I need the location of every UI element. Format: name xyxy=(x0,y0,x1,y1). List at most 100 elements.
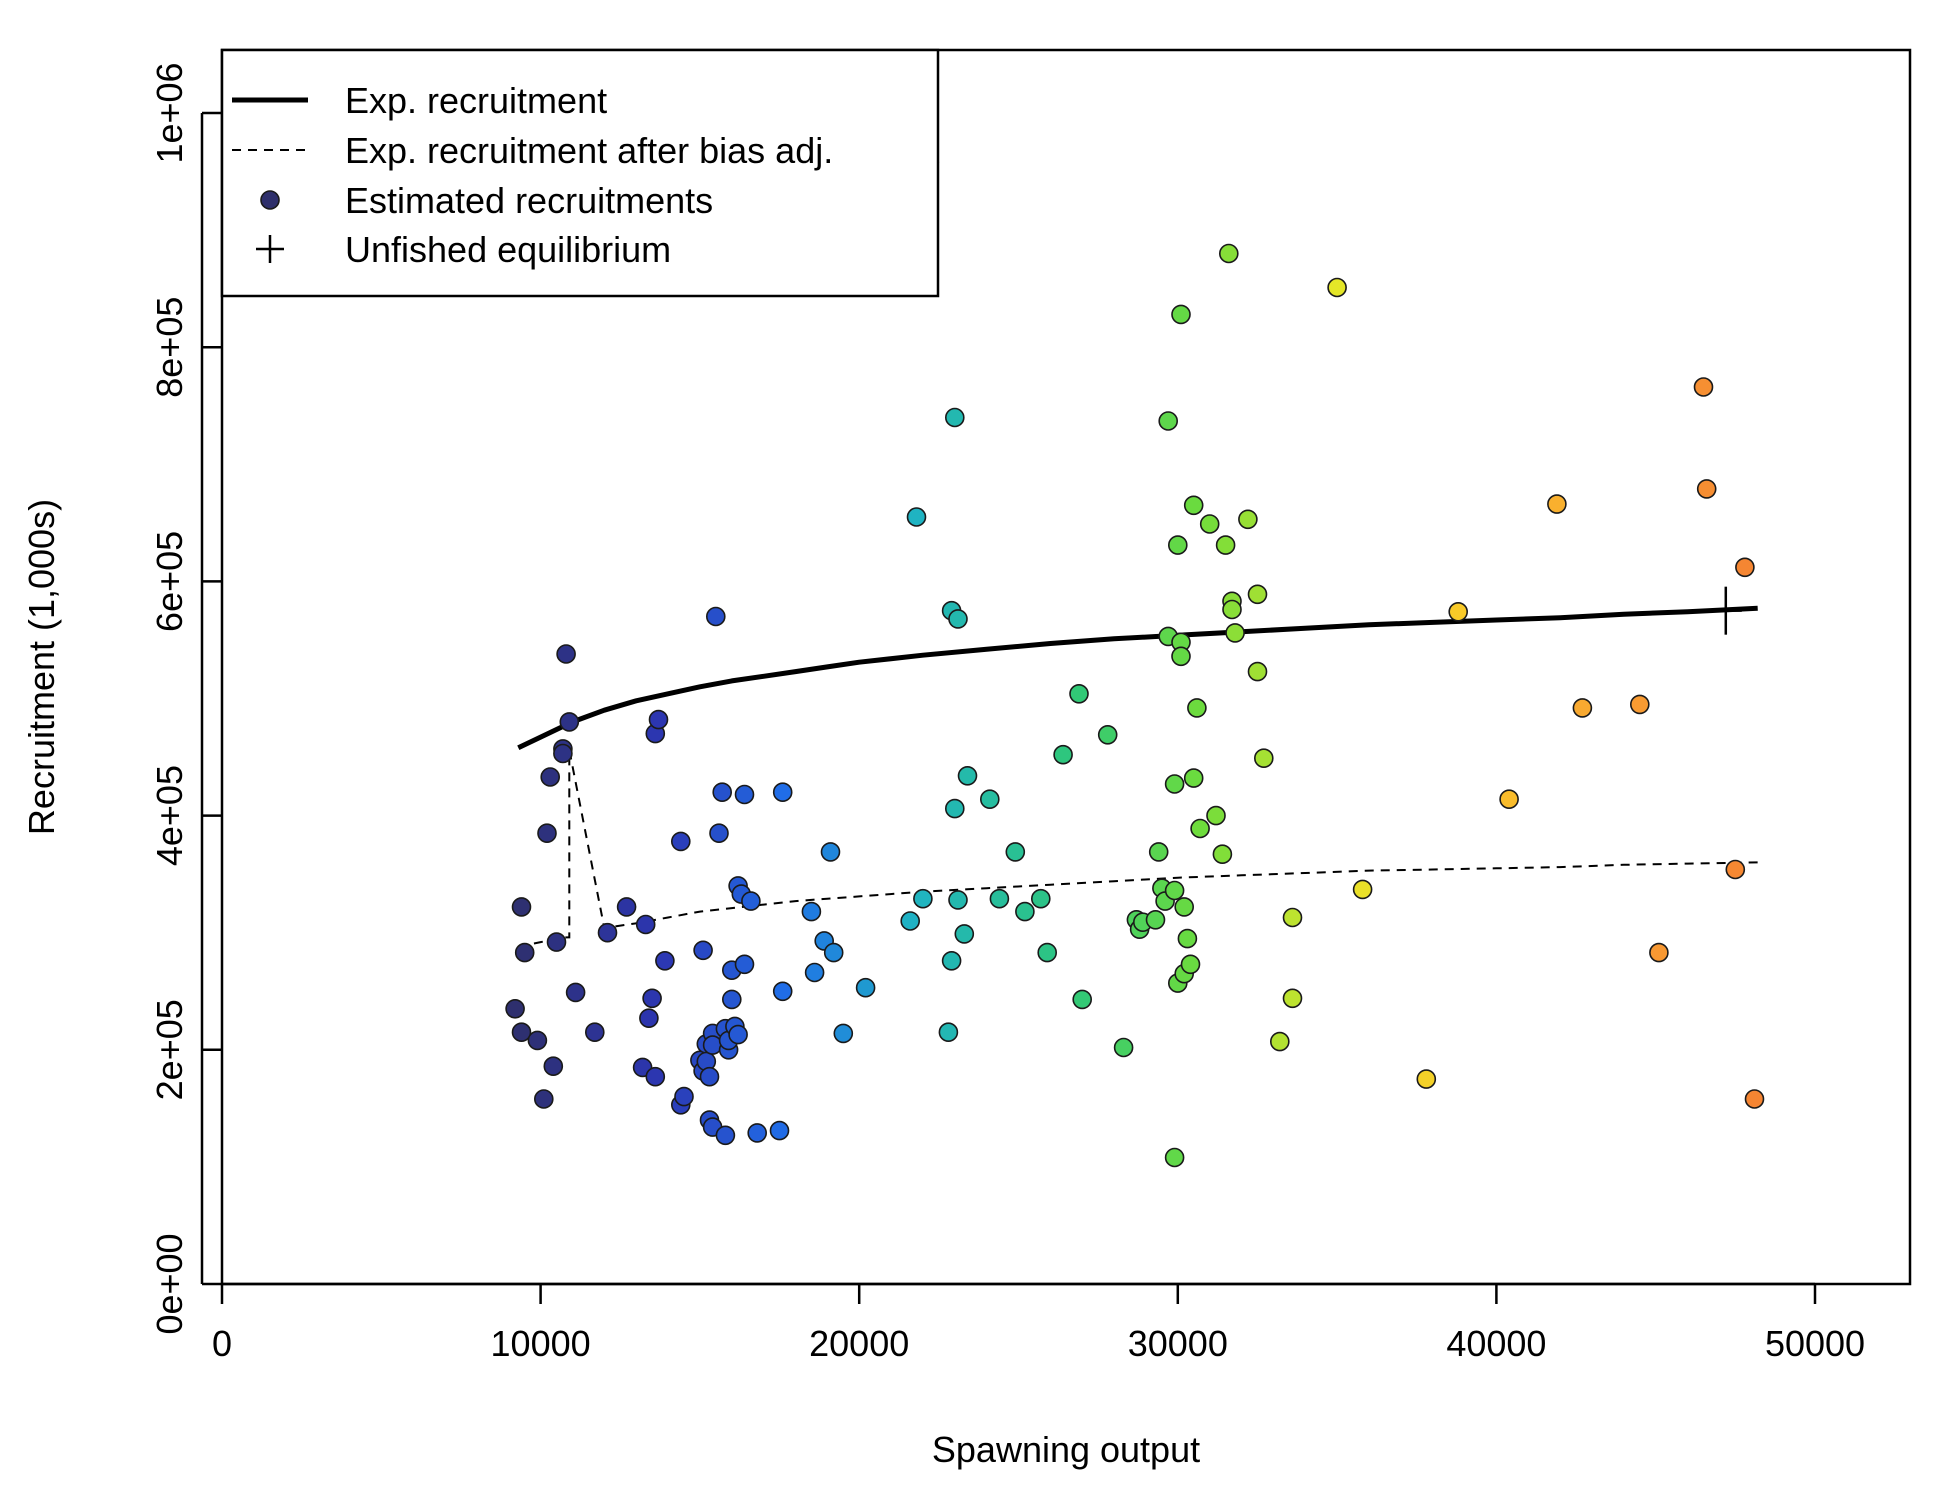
recruitment-point-34 xyxy=(699,1066,720,1087)
recruitment-point-64 xyxy=(833,1023,854,1044)
legend-label-unfished: Unfished equilibrium xyxy=(345,229,671,270)
recruitment-point-23 xyxy=(645,1066,666,1087)
recruitment-point-49 xyxy=(728,1024,748,1045)
recruitment-point-68 xyxy=(913,888,933,909)
recruitment-point-137 xyxy=(1630,694,1650,715)
recruitment-point-124 xyxy=(1247,661,1268,682)
recruitment-point-66 xyxy=(900,911,921,931)
recruitment-point-72 xyxy=(941,950,962,971)
recruitment-point-3 xyxy=(514,942,535,963)
recruitment-point-134 xyxy=(1499,789,1519,810)
recruitment-point-116 xyxy=(1206,805,1226,826)
recruitment-point-87 xyxy=(1072,989,1092,1010)
recruitment-point-41 xyxy=(712,782,733,803)
recruitment-point-7 xyxy=(540,767,561,787)
recruitment-point-70 xyxy=(938,1022,959,1042)
recruitment-point-82 xyxy=(1015,901,1035,922)
recruitment-point-8 xyxy=(543,1056,564,1076)
recruitment-point-21 xyxy=(642,988,662,1009)
recruitment-point-113 xyxy=(1187,698,1207,718)
recruitment-point-114 xyxy=(1190,818,1210,839)
recruitment-point-106 xyxy=(1171,304,1191,325)
legend: Exp. recruitment Exp. recruitment after … xyxy=(220,48,940,298)
recruitment-point-94 xyxy=(1148,842,1169,862)
recruitment-point-86 xyxy=(1069,683,1089,704)
recruitment-point-133 xyxy=(1448,601,1468,622)
y-tick-label-2: 4e+05 xyxy=(149,765,190,866)
recruitment-point-121 xyxy=(1222,599,1242,620)
recruitment-point-1 xyxy=(511,897,532,917)
unfished-equilibrium-marker xyxy=(1709,586,1742,635)
y-tick-label-4: 8e+05 xyxy=(149,297,190,398)
recruitment-point-76 xyxy=(948,609,968,629)
x-axis: 0 10000 20000 30000 40000 50000 xyxy=(212,1282,1865,1364)
recruitment-point-11 xyxy=(553,743,573,764)
recruitment-point-5 xyxy=(533,1089,554,1109)
recruitment-point-79 xyxy=(979,789,1000,810)
recruitment-point-139 xyxy=(1693,377,1714,397)
recruitment-point-73 xyxy=(944,798,965,819)
y-tick-label-1: 2e+05 xyxy=(149,999,190,1100)
recruitment-point-109 xyxy=(1177,928,1198,949)
recruitment-point-9 xyxy=(546,932,567,952)
recruitment-point-30 xyxy=(693,940,713,961)
recruitment-point-15 xyxy=(584,1022,605,1042)
recruitment-point-88 xyxy=(1097,724,1118,745)
recruitment-point-53 xyxy=(734,784,755,805)
recruitment-point-39 xyxy=(705,606,726,627)
recruitment-point-2 xyxy=(511,1022,532,1042)
recruitment-point-131 xyxy=(1352,879,1373,900)
recruitment-point-143 xyxy=(1744,1089,1765,1109)
recruitment-point-142 xyxy=(1735,557,1755,578)
recruitment-point-110 xyxy=(1180,954,1201,975)
recruitment-point-77 xyxy=(954,924,975,944)
recruitment-point-119 xyxy=(1219,243,1239,264)
recruitment-point-111 xyxy=(1183,768,1204,788)
recruitment-point-65 xyxy=(855,977,876,998)
estimated-recruitments-points xyxy=(505,152,1765,1168)
recruitment-point-62 xyxy=(820,842,841,862)
recruitment-point-24 xyxy=(648,709,669,730)
recruitment-point-140 xyxy=(1696,479,1717,499)
recruitment-point-98 xyxy=(1158,411,1178,431)
recruitment-point-16 xyxy=(597,922,618,943)
recruitment-point-101 xyxy=(1164,1147,1185,1168)
recruitment-point-67 xyxy=(906,507,927,527)
x-tick-label-1: 10000 xyxy=(491,1323,591,1364)
exp-recruitment-line xyxy=(517,605,1758,750)
recruitment-point-135 xyxy=(1547,494,1567,514)
recruitment-point-85 xyxy=(1053,744,1073,765)
recruitment-point-123 xyxy=(1238,509,1258,530)
recruitment-point-118 xyxy=(1215,535,1236,555)
x-axis-label: Spawning output xyxy=(932,1429,1200,1470)
legend-box xyxy=(220,48,940,298)
recruitment-point-74 xyxy=(944,407,965,428)
y-tick-label-5: 1e+06 xyxy=(149,62,190,163)
recruitment-point-17 xyxy=(616,897,637,917)
recruitment-point-129 xyxy=(1282,988,1303,1009)
recruitment-point-83 xyxy=(1031,888,1051,909)
recruitment-point-115 xyxy=(1199,514,1220,534)
recruitment-point-0 xyxy=(505,998,525,1019)
recruitment-point-126 xyxy=(1254,748,1274,769)
recruitment-point-128 xyxy=(1282,907,1303,928)
x-tick-label-5: 50000 xyxy=(1765,1323,1865,1364)
recruitment-point-55 xyxy=(747,1123,768,1143)
recruitment-point-138 xyxy=(1649,942,1669,963)
legend-label-exp-recruitment: Exp. recruitment xyxy=(345,80,607,121)
recruitment-point-112 xyxy=(1183,495,1204,516)
recruitment-point-20 xyxy=(639,1008,659,1029)
recruitment-point-117 xyxy=(1212,844,1233,865)
recruitment-point-28 xyxy=(674,1086,694,1107)
recruitment-point-107 xyxy=(1174,897,1194,917)
recruitment-point-136 xyxy=(1572,698,1593,718)
recruitment-point-54 xyxy=(741,891,761,911)
y-axis: 0e+00 2e+05 4e+05 6e+05 8e+05 1e+06 xyxy=(149,62,222,1335)
legend-point xyxy=(260,190,280,210)
recruitment-point-19 xyxy=(635,914,656,935)
recruitment-point-84 xyxy=(1037,942,1057,963)
recruitment-point-105 xyxy=(1171,646,1191,667)
y-tick-label-3: 6e+05 xyxy=(149,531,190,632)
recruitment-point-14 xyxy=(565,982,586,1003)
recruitment-point-89 xyxy=(1113,1037,1134,1058)
